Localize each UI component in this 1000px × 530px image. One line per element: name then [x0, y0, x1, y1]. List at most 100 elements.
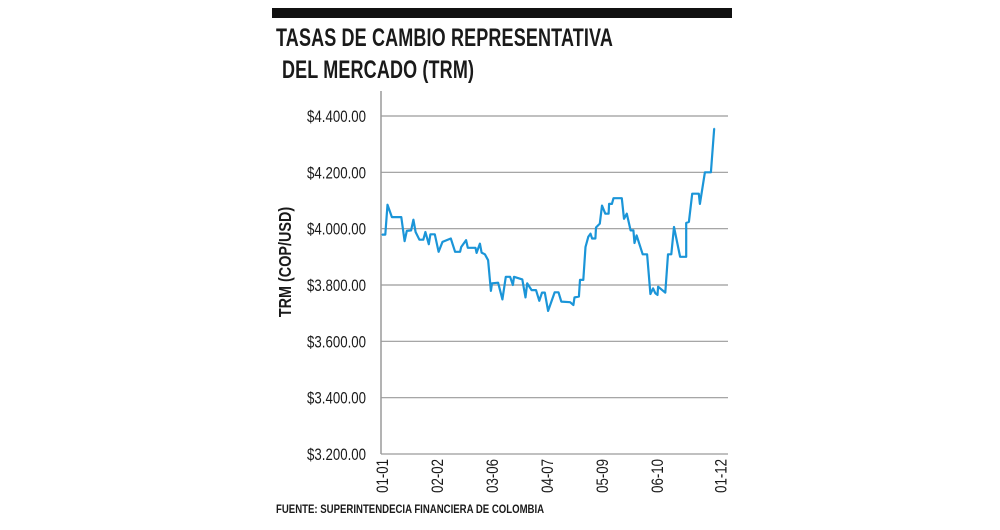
data-point — [595, 226, 597, 229]
data-point — [685, 256, 687, 258]
data-point — [422, 239, 424, 241]
data-point — [569, 301, 571, 303]
data-point — [474, 247, 477, 249]
data-point — [381, 233, 383, 236]
data-point — [424, 231, 427, 233]
data-point — [403, 240, 406, 242]
data-point — [465, 239, 467, 241]
data-point — [604, 213, 606, 215]
data-point — [667, 253, 669, 255]
data-point — [400, 216, 402, 218]
data-point — [591, 237, 593, 240]
data-point — [578, 295, 580, 298]
data-point — [633, 242, 636, 244]
data-point — [418, 239, 420, 241]
data-point — [531, 289, 533, 291]
data-point — [710, 171, 712, 173]
top-rule — [272, 8, 732, 18]
data-point — [560, 301, 562, 303]
data-point — [679, 256, 681, 258]
data-point — [572, 304, 575, 306]
data-point — [501, 298, 504, 300]
data-point — [454, 251, 456, 253]
data-point — [526, 282, 528, 284]
source-note: FUENTE: SUPERINTENDECIA FINANCIERA DE CO… — [276, 502, 545, 516]
data-point — [657, 286, 659, 288]
data-point — [428, 243, 430, 245]
trm-series-line — [382, 128, 716, 312]
data-point — [704, 171, 706, 173]
chart-title-line-1: TASAS DE CAMBIO REPRESENTATIVA — [276, 24, 614, 52]
y-tick-label: $4.400.00 — [307, 108, 366, 127]
data-point — [642, 253, 644, 255]
data-point — [630, 229, 632, 231]
data-point — [589, 233, 592, 235]
data-point — [460, 246, 462, 248]
x-tick-label: 04-07 — [539, 459, 558, 493]
data-point — [670, 253, 672, 255]
data-point — [608, 203, 610, 205]
y-tick-label: $3.200.00 — [307, 446, 366, 465]
y-tick-label: $4.000.00 — [307, 220, 366, 239]
data-point — [441, 241, 444, 243]
data-point — [521, 278, 523, 280]
data-point — [479, 242, 481, 245]
data-point — [480, 252, 483, 254]
y-tick-label: $4.200.00 — [307, 164, 366, 183]
data-point — [554, 291, 556, 293]
data-point — [524, 296, 527, 298]
data-point — [673, 226, 675, 228]
y-tick-label: $3.800.00 — [307, 277, 366, 296]
x-tick-label: 01-01 — [374, 459, 393, 493]
data-point — [621, 197, 623, 199]
data-point — [497, 282, 499, 284]
data-point — [384, 233, 386, 236]
y-tick-label: $3.600.00 — [307, 333, 366, 352]
data-point — [513, 276, 515, 278]
x-tick-label: 03-06 — [484, 459, 503, 493]
data-point — [611, 203, 613, 205]
data-point — [476, 252, 478, 254]
x-tick-label: 01-12 — [712, 459, 731, 493]
data-point — [587, 236, 589, 238]
data-point — [685, 222, 687, 224]
data-point — [505, 276, 507, 278]
data-point — [459, 251, 461, 253]
data-point — [484, 253, 486, 255]
data-point — [654, 292, 656, 294]
x-tick-label: 02-02 — [429, 459, 448, 493]
y-axis-label: TRM (COP/USD) — [276, 207, 296, 317]
data-point — [608, 213, 610, 215]
data-point — [429, 233, 431, 235]
data-point — [438, 251, 440, 253]
data-point — [412, 219, 414, 221]
data-point — [414, 231, 417, 233]
data-point — [541, 292, 543, 294]
data-point — [434, 233, 436, 235]
data-point — [691, 193, 693, 195]
data-point — [467, 247, 469, 249]
data-point — [535, 289, 537, 291]
data-point — [406, 230, 408, 232]
data-point — [632, 229, 634, 231]
data-point — [491, 282, 493, 284]
data-point — [410, 229, 412, 231]
data-point — [487, 259, 489, 261]
data-point — [509, 276, 511, 278]
data-point — [649, 293, 652, 295]
data-point — [713, 127, 715, 129]
data-point — [664, 292, 666, 294]
data-point — [391, 216, 393, 218]
data-point — [652, 287, 654, 289]
data-point — [601, 204, 603, 207]
data-point — [623, 218, 625, 220]
x-tick-label: 05-09 — [594, 459, 613, 493]
y-tick-label: $3.400.00 — [307, 389, 366, 408]
data-point — [688, 221, 690, 223]
data-point — [582, 279, 584, 281]
data-point — [646, 253, 648, 255]
data-point — [579, 279, 581, 281]
data-point — [490, 290, 492, 292]
data-point — [698, 193, 700, 195]
data-point — [544, 292, 546, 294]
